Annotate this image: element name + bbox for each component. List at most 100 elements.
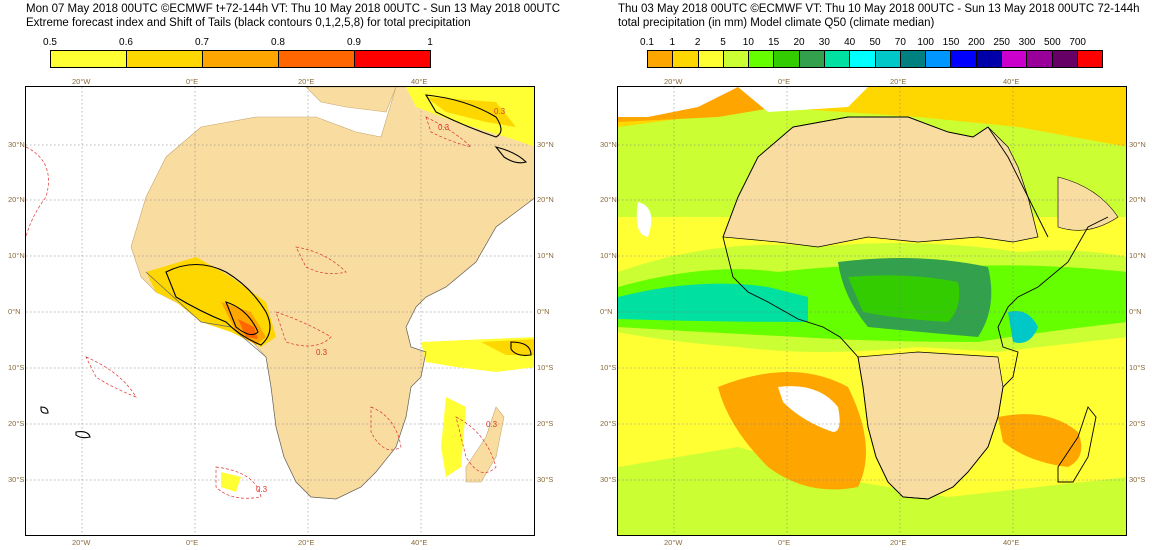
lat-label: 10°N <box>600 251 617 260</box>
efi-title-line1: Mon 07 May 2018 00UTC ©ECMWF t+72-144h V… <box>26 3 560 15</box>
lon-label-top: 20°E <box>298 77 315 86</box>
efi-cb-tick: 1 <box>427 37 433 48</box>
efi-cb-tick: 0.9 <box>347 37 361 48</box>
climate-colorbar-segment <box>648 51 674 67</box>
efi-anomaly-shading <box>146 87 534 492</box>
efi-grid <box>26 87 534 535</box>
efi-colorbar-segment <box>127 51 203 67</box>
lat-label-right: 20°N <box>1129 195 1146 204</box>
climate-cb-tick: 700 <box>1069 37 1086 48</box>
efi-map: 0.3 0.3 0.3 0.3 0.3 <box>25 86 535 536</box>
climate-cb-tick: 15 <box>768 37 780 48</box>
efi-colorbar-segment <box>279 51 355 67</box>
climate-cb-tick: 20 <box>793 37 805 48</box>
lat-label: 30°N <box>600 140 617 149</box>
lat-label: 20°S <box>600 419 617 428</box>
climate-cb-tick: 70 <box>894 37 906 48</box>
climate-cb-tick: 500 <box>1043 37 1061 48</box>
lat-label: 20°S <box>8 419 25 428</box>
lon-label-bottom: 0°E <box>186 538 199 547</box>
efi-contour-label: 0.3 <box>256 485 268 494</box>
lat-label: 30°N <box>8 140 25 149</box>
lat-label-right: 20°S <box>537 419 554 428</box>
lon-label-bottom: 20°W <box>664 538 683 547</box>
climate-colorbar-segment <box>1077 51 1103 67</box>
climate-colorbar-segment <box>723 51 750 67</box>
efi-map-svg: 0.3 0.3 0.3 0.3 0.3 <box>26 87 534 535</box>
efi-colorbar-labels: 0.5 0.6 0.7 0.8 0.9 1 <box>43 37 433 49</box>
lon-label-bottom: 40°E <box>1003 538 1020 547</box>
lon-label-bottom: 20°E <box>890 538 907 547</box>
efi-cb-tick: 0.5 <box>43 37 57 48</box>
lon-label-top: 20°W <box>72 77 91 86</box>
climate-cb-tick: 40 <box>844 37 856 48</box>
climate-cb-tick: 150 <box>942 37 960 48</box>
lon-label-bottom: 20°E <box>298 538 315 547</box>
climate-colorbar-segment <box>749 51 775 67</box>
efi-colorbar-segment <box>355 51 430 67</box>
climate-cb-tick: 300 <box>1018 37 1036 48</box>
climate-cb-tick: 5 <box>720 37 726 48</box>
climate-cb-tick: 10 <box>742 37 754 48</box>
climate-colorbar-segment <box>875 51 901 67</box>
lat-label-right: 0°N <box>537 307 550 316</box>
efi-sot-contours <box>40 94 532 439</box>
climate-colorbar-segment <box>976 51 1002 67</box>
climate-colorbar-segment <box>774 51 800 67</box>
climate-cb-tick: 0.1 <box>640 37 654 48</box>
lon-label-bottom: 0°E <box>778 538 791 547</box>
climate-colorbar-segment <box>1052 51 1078 67</box>
lat-label-right: 10°S <box>1129 363 1146 372</box>
lat-label-right: 20°S <box>1129 419 1146 428</box>
lat-label: 20°N <box>600 195 617 204</box>
lat-label-right: 10°N <box>1129 251 1146 260</box>
efi-colorbar <box>50 50 431 68</box>
climate-cb-tick: 1 <box>669 37 676 48</box>
efi-cb-tick: 0.8 <box>271 37 285 48</box>
lat-label-right: 10°N <box>537 251 554 260</box>
lat-label-right: 30°S <box>1129 475 1146 484</box>
climate-colorbar <box>647 50 1103 68</box>
climate-map <box>617 86 1127 536</box>
climate-colorbar-segment <box>698 51 724 67</box>
efi-colorbar-segment <box>51 51 127 67</box>
lat-label-right: 30°N <box>537 140 554 149</box>
lon-label-top: 0°E <box>778 77 791 86</box>
climate-map-svg <box>618 87 1126 535</box>
lat-label: 30°S <box>600 475 617 484</box>
efi-title-line2: Extreme forecast index and Shift of Tail… <box>26 17 471 29</box>
climate-colorbar-segment <box>951 51 977 67</box>
lon-label-top: 40°E <box>411 77 428 86</box>
lat-label: 10°S <box>600 363 617 372</box>
lat-label: 10°S <box>8 363 25 372</box>
climate-colorbar-segment <box>1001 51 1028 67</box>
efi-red-contours <box>26 116 497 499</box>
climate-colorbar-segment <box>824 51 851 67</box>
climate-colorbar-segment <box>673 51 699 67</box>
efi-contour-labels: 0.3 0.3 0.3 0.3 0.3 <box>256 107 506 494</box>
climate-panel: Thu 03 May 2018 00UTC ©ECMWF VT: Thu 10 … <box>600 0 1152 550</box>
lon-label-bottom: 40°E <box>411 538 428 547</box>
lat-label-right: 20°N <box>537 195 554 204</box>
efi-contour-label: 0.3 <box>494 107 506 116</box>
lat-label-right: 0°N <box>1129 307 1142 316</box>
lat-label: 0°N <box>8 307 21 316</box>
efi-cb-tick: 0.6 <box>119 37 133 48</box>
lon-label-top: 20°E <box>890 77 907 86</box>
climate-colorbar-segment <box>850 51 876 67</box>
climate-cb-tick: 2 <box>694 37 701 48</box>
climate-cb-tick: 30 <box>818 37 830 48</box>
efi-colorbar-segment <box>203 51 279 67</box>
climate-grid <box>618 87 1126 535</box>
lat-label-right: 10°S <box>537 363 554 372</box>
climate-colorbar-segment <box>900 51 927 67</box>
climate-cb-tick: 250 <box>993 37 1010 48</box>
climate-title-line2: total precipitation (in mm) Model climat… <box>618 17 935 29</box>
lat-label-right: 30°S <box>537 475 554 484</box>
lon-label-top: 40°E <box>1003 77 1020 86</box>
climate-coastline <box>722 116 1109 500</box>
climate-colorbar-segment <box>799 51 825 67</box>
climate-colorbar-segment <box>1027 51 1053 67</box>
climate-title-line1: Thu 03 May 2018 00UTC ©ECMWF VT: Thu 10 … <box>618 3 1140 15</box>
lat-label: 10°N <box>8 251 25 260</box>
